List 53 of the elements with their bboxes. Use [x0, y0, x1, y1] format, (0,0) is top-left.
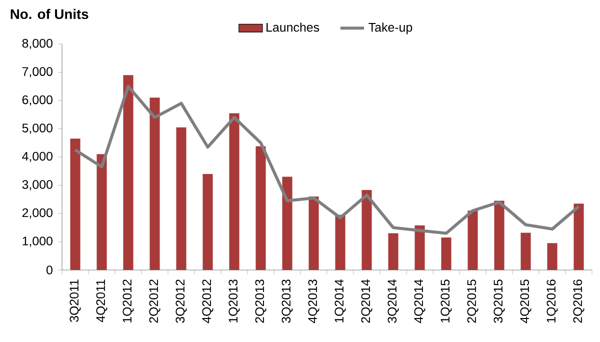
bar	[388, 233, 398, 270]
bar	[202, 174, 213, 270]
y-tick-label: 7,000	[22, 67, 52, 78]
bar	[574, 204, 584, 270]
y-tick-label: 1,000	[22, 236, 52, 247]
x-tick-label: 2Q2016	[573, 280, 584, 323]
bar	[256, 146, 266, 270]
y-tick-label: 2,000	[22, 208, 52, 219]
bar	[414, 225, 425, 270]
y-tick-label: 0	[46, 266, 52, 274]
x-tick-label: 3Q2015	[494, 280, 505, 323]
bar	[468, 210, 478, 270]
x-tick-label: 2Q2014	[361, 279, 372, 323]
bar	[547, 243, 558, 270]
y-tick-label: 8,000	[22, 38, 52, 50]
x-tick-label: 4Q2015	[520, 280, 532, 324]
x-tick-label: 1Q2016	[546, 280, 558, 322]
bar	[176, 127, 186, 270]
bar	[150, 98, 160, 270]
bar	[308, 196, 319, 270]
x-tick-label: 3Q2014	[388, 279, 399, 323]
bar	[229, 113, 240, 270]
y-tick-label: 3,000	[22, 180, 52, 190]
x-tick-label: 1Q2014	[334, 279, 346, 322]
x-tick-label: 2Q2013	[255, 280, 266, 323]
y-tick-label: 5,000	[22, 124, 52, 134]
x-tick-label: 1Q2012	[122, 280, 134, 322]
y-tick-label: 6,000	[22, 95, 52, 106]
y-axis-title: No. of Units	[10, 8, 88, 20]
x-tick-label: 3Q2013	[282, 280, 293, 323]
x-tick-label: 4Q2014	[414, 279, 426, 324]
x-tick-label: 3Q2011	[70, 280, 81, 322]
y-tick-label: 4,000	[22, 152, 52, 162]
x-tick-label: 2Q2015	[467, 280, 478, 323]
bar	[335, 214, 346, 270]
x-tick-label: 1Q2013	[228, 280, 240, 322]
x-tick-label: 1Q2015	[440, 280, 452, 322]
x-tick-label: 4Q2013	[308, 280, 320, 324]
line-series	[74, 84, 580, 235]
x-tick-label: 4Q2012	[202, 280, 214, 324]
bar	[441, 238, 452, 270]
legend-label: Take-up	[368, 22, 412, 34]
legend-label: Launches	[266, 22, 320, 32]
bar	[70, 138, 80, 270]
bar	[123, 75, 134, 270]
bar	[520, 232, 531, 270]
bar	[362, 190, 372, 270]
x-tick-label: 2Q2012	[149, 280, 160, 323]
x-tick-label: 3Q2012	[176, 280, 187, 323]
x-tick-label: 4Q2011	[96, 280, 108, 322]
bar	[282, 176, 292, 270]
bar	[96, 154, 107, 270]
bar	[494, 200, 504, 270]
